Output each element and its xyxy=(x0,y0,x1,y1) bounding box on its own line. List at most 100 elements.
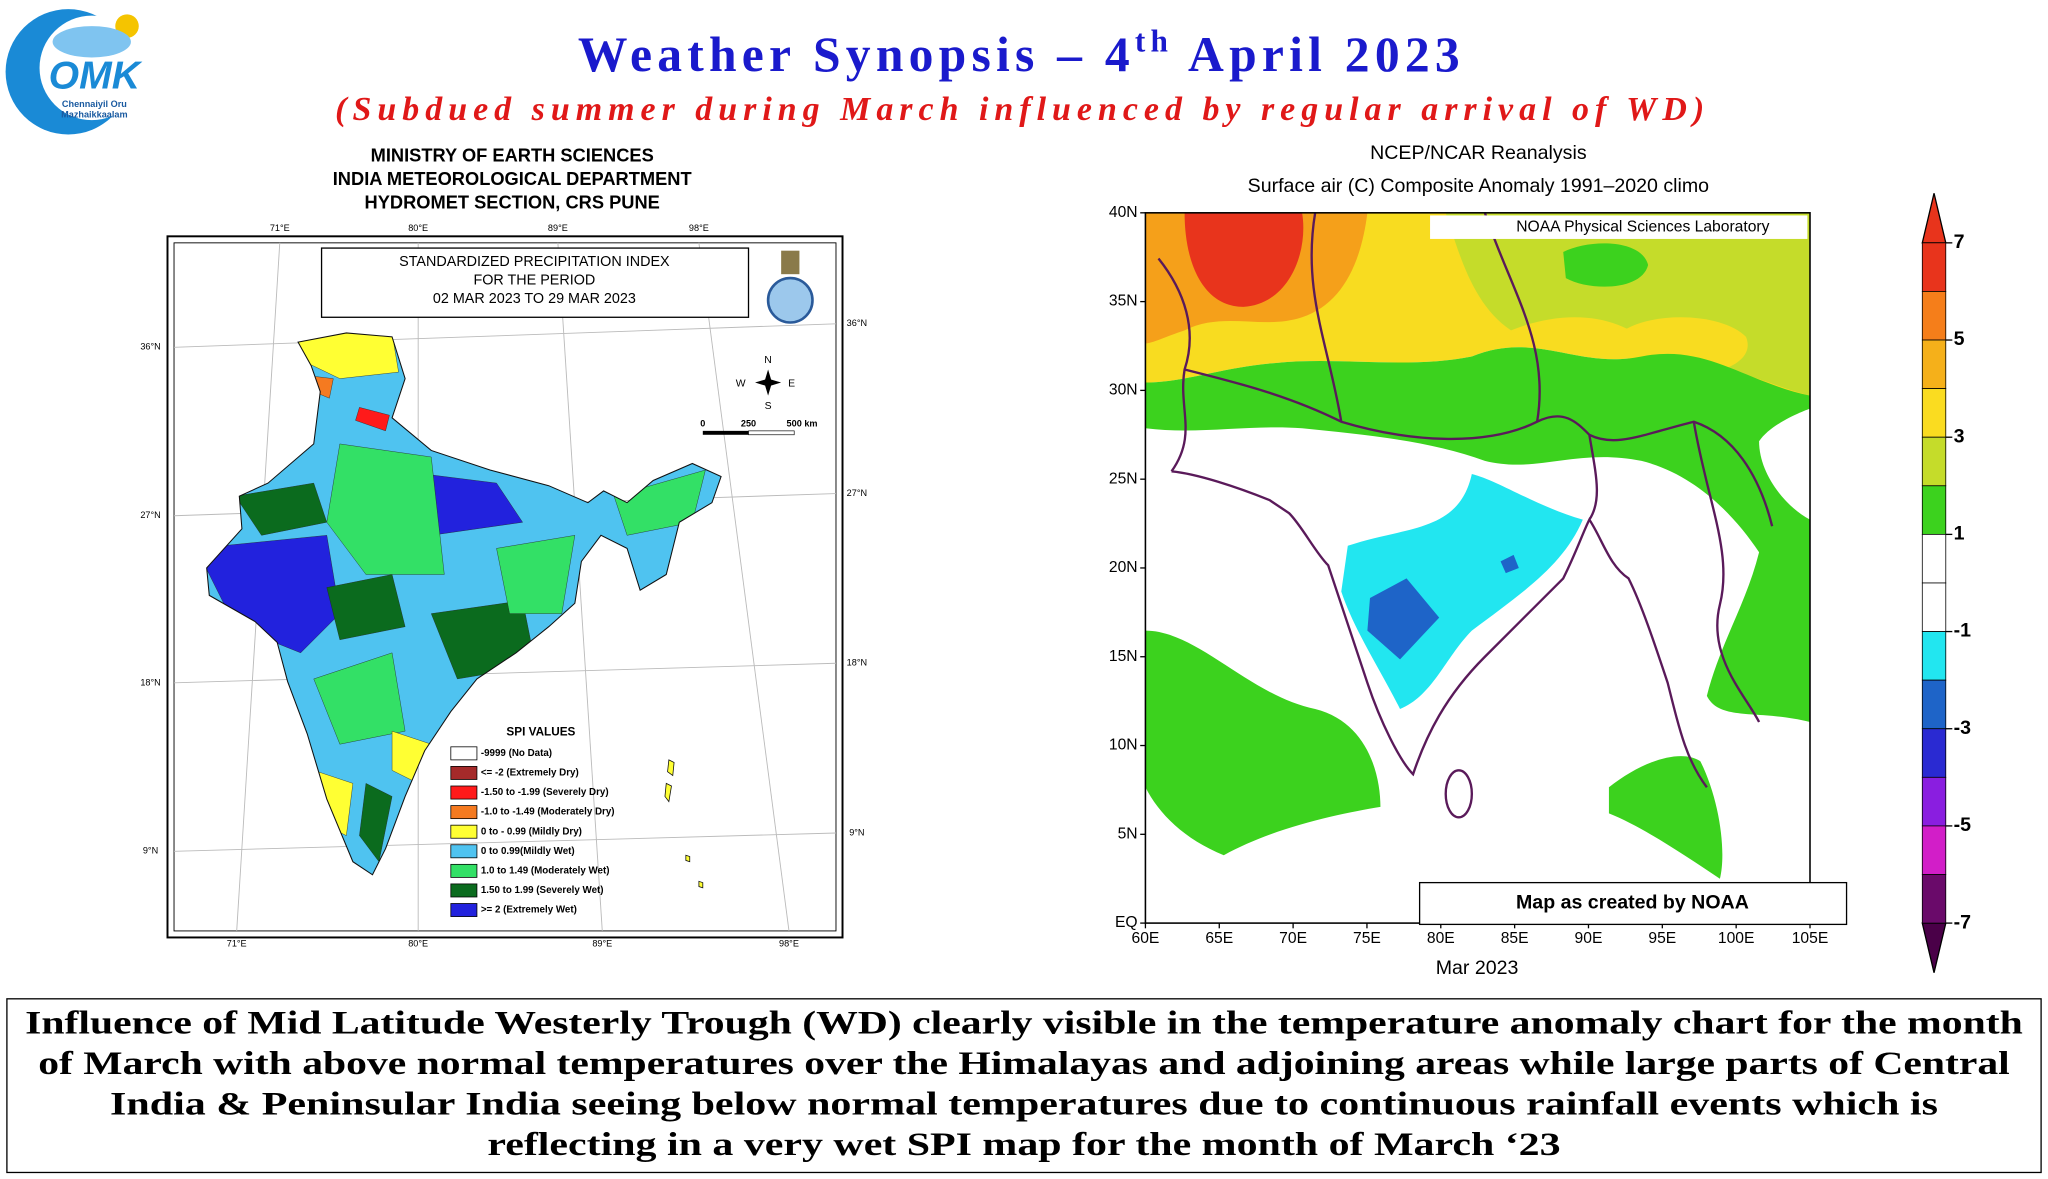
credit: NOAA Physical Sciences Laboratory xyxy=(1516,218,1769,235)
lat-label: 5N xyxy=(1118,825,1138,842)
x-title: Mar 2023 xyxy=(1436,957,1519,979)
anomaly-title: Surface air (C) Composite Anomaly 1991–2… xyxy=(1248,175,1710,197)
anomaly-title: NCEP/NCAR Reanalysis xyxy=(1370,142,1587,164)
colorbar-label: 3 xyxy=(1954,425,1965,447)
anomaly-contour xyxy=(1145,347,1810,723)
logo-caption: Chennaiyil Oru xyxy=(62,99,127,109)
spi-legend-label: 1.50 to 1.99 (Severely Wet) xyxy=(481,885,604,896)
lon-label-top: 71°E xyxy=(270,223,290,233)
colorbar-band xyxy=(1921,776,1947,827)
spi-patch xyxy=(496,535,576,614)
country-borders xyxy=(1157,212,1774,789)
spi-legend-label: <= -2 (Extremely Dry) xyxy=(481,768,579,779)
spi-legend-label: >= 2 (Extremely Wet) xyxy=(481,905,577,916)
parallel xyxy=(174,323,837,348)
spi-title-box xyxy=(320,247,750,318)
logo-mark: OMK xyxy=(49,55,143,98)
spi-frame-inner xyxy=(173,242,837,932)
colorbar-band xyxy=(1921,533,1947,584)
lat-label-left: 9°N xyxy=(143,846,158,856)
scale-bar-light xyxy=(748,430,795,436)
colorbar-band xyxy=(1921,679,1947,730)
lon-label: 90E xyxy=(1575,930,1603,947)
spi-box-text: FOR THE PERIOD xyxy=(473,273,595,289)
spi-legend-swatch xyxy=(450,746,478,761)
lon-label: 75E xyxy=(1353,930,1381,947)
spi-box-text: 02 MAR 2023 TO 29 MAR 2023 xyxy=(433,291,636,307)
lon-label: 95E xyxy=(1648,930,1676,947)
colorbar-label: -5 xyxy=(1954,814,1972,836)
lat-label: 30N xyxy=(1109,382,1138,399)
lat-label-right: 27°N xyxy=(847,488,867,498)
scale-bar-dark xyxy=(702,430,749,435)
sri-lanka xyxy=(1444,769,1474,819)
colorbar-label: 1 xyxy=(1954,523,1965,545)
imd-emblem xyxy=(766,276,814,324)
spi-legend-swatch xyxy=(450,785,478,800)
spi-patch xyxy=(355,407,390,432)
compass-w: W xyxy=(736,379,746,390)
title-part: Weather Synopsis – 4 xyxy=(578,27,1135,82)
lon-label: 70E xyxy=(1279,930,1307,947)
subtitle: (Subdued summer during March influenced … xyxy=(335,91,1710,128)
lon-label-bottom: 80°E xyxy=(408,938,428,948)
spi-legend-swatch xyxy=(450,766,478,780)
anomaly-contour xyxy=(1759,408,1810,520)
lon-label-bottom: 71°E xyxy=(227,938,247,948)
colorbar-band xyxy=(1921,582,1947,632)
lon-label: 80E xyxy=(1427,930,1455,947)
spi-legend-label: -1.50 to -1.99 (Severely Dry) xyxy=(481,787,609,798)
anomaly-contour xyxy=(1608,756,1723,879)
lon-label-bottom: 89°E xyxy=(592,938,612,948)
colorbar-band xyxy=(1921,339,1947,390)
anomaly-contour xyxy=(1367,578,1440,660)
islands xyxy=(664,759,704,889)
colorbar-label: 5 xyxy=(1954,328,1965,350)
lat-label-right: 18°N xyxy=(847,658,867,668)
lat-label: EQ xyxy=(1115,914,1138,931)
parallel xyxy=(174,662,837,684)
lon-label-bottom: 98°E xyxy=(779,938,799,948)
anomaly-contour xyxy=(1184,212,1304,307)
lat-label: 40N xyxy=(1109,204,1138,221)
colorbar-label: -3 xyxy=(1954,717,1972,739)
scale-label: 0 xyxy=(700,419,705,429)
spi-legend-label: -9999 (No Data) xyxy=(481,748,552,759)
lat-label-right: 9°N xyxy=(849,827,864,837)
footer-line: reflecting in a very wet SPI map for the… xyxy=(487,1127,1560,1163)
spi-legend-label: 0 to 0.99(Mildly Wet) xyxy=(481,846,575,857)
spi-patch xyxy=(313,652,406,745)
spi-legend-swatch xyxy=(450,863,478,878)
compass-n: N xyxy=(764,355,772,366)
lon-label-top: 98°E xyxy=(689,223,709,233)
colorbar-band xyxy=(1921,874,1947,924)
lat-label: 20N xyxy=(1109,559,1138,576)
spi-legend-swatch xyxy=(450,824,478,839)
compass xyxy=(755,369,782,396)
scale-label: 250 xyxy=(741,419,756,429)
anomaly-contour xyxy=(1563,243,1649,287)
title-sup: th xyxy=(1135,24,1173,59)
lon-label: 60E xyxy=(1131,930,1159,947)
spi-patch xyxy=(326,574,406,640)
lat-label: 10N xyxy=(1109,737,1138,754)
colorbar-bottom xyxy=(1921,922,1947,973)
colorbar-label: -7 xyxy=(1954,911,1972,933)
spi-legend-title: SPI VALUES xyxy=(506,726,575,739)
lon-label: 65E xyxy=(1205,930,1233,947)
colorbar-band xyxy=(1921,436,1947,487)
lat-label-left: 27°N xyxy=(140,510,160,520)
compass-s: S xyxy=(765,401,772,412)
meridian xyxy=(557,242,603,931)
lon-label: 105E xyxy=(1792,930,1829,947)
spi-header: HYDROMET SECTION, CRS PUNE xyxy=(365,192,660,213)
spi-legend-swatch xyxy=(450,805,478,820)
footer-line: India & Peninsular India seeing below no… xyxy=(110,1087,1938,1123)
colorbar-band xyxy=(1921,485,1947,535)
spi-legend-swatch xyxy=(450,883,478,898)
imd-emblem-top xyxy=(781,250,800,275)
meridian xyxy=(698,242,790,931)
spi-box-text: STANDARDIZED PRECIPITATION INDEX xyxy=(399,254,670,270)
title-part: April 2023 xyxy=(1173,27,1465,82)
